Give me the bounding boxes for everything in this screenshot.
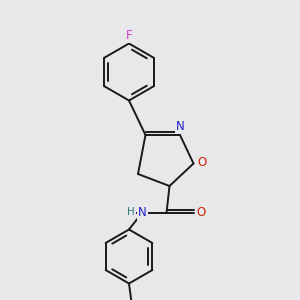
Text: O: O [197,155,206,169]
Text: O: O [196,206,206,220]
Text: N: N [138,206,147,219]
Text: H: H [127,207,135,218]
Text: F: F [126,28,132,42]
Text: N: N [176,120,185,133]
